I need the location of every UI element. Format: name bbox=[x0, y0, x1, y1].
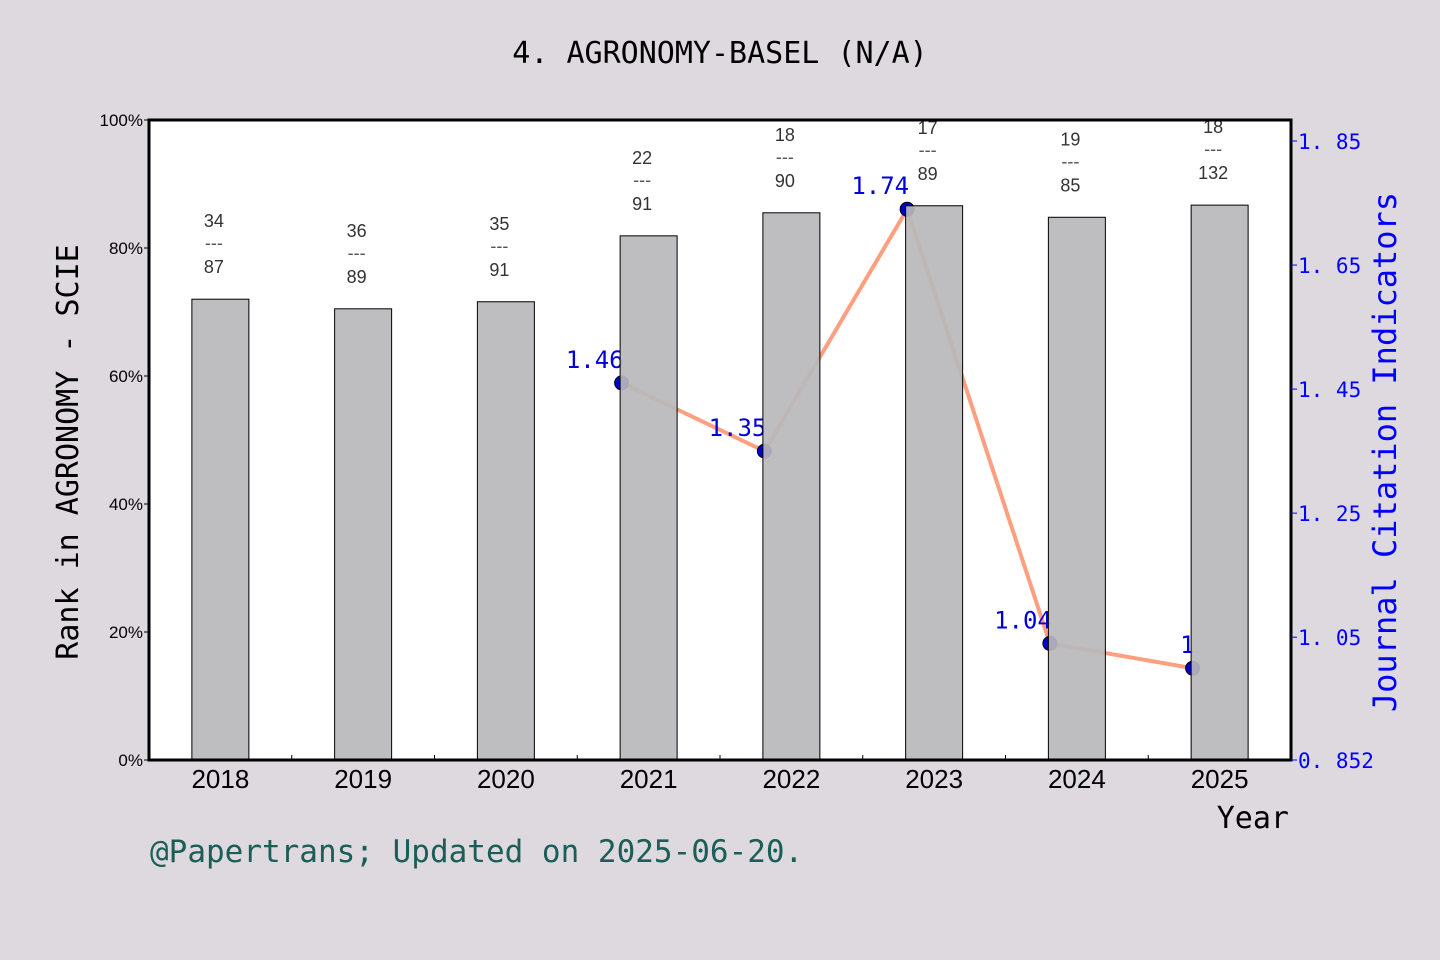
y-axis-label: Rank in AGRONOMY - SCIE bbox=[51, 244, 86, 659]
y2-tick-label: 1. 25 bbox=[1298, 502, 1361, 526]
jci-label: 1.74 bbox=[851, 172, 909, 200]
rank-divider: --- bbox=[490, 236, 508, 256]
x-tick-label: 2019 bbox=[334, 764, 392, 794]
y-tick-label: 100% bbox=[100, 111, 143, 130]
rank-divider: --- bbox=[205, 233, 223, 253]
rank-bar bbox=[334, 308, 393, 761]
rank-label: 34 bbox=[204, 211, 224, 231]
y2-tick-label: 0. 852 bbox=[1298, 749, 1374, 773]
rank-label: 22 bbox=[632, 148, 652, 168]
rank-bar bbox=[476, 301, 535, 761]
jci-label: 1.04 bbox=[994, 606, 1052, 634]
chart-title: 4. AGRONOMY-BASEL (N/A) bbox=[512, 36, 928, 71]
x-tick-label: 2020 bbox=[477, 764, 535, 794]
total-label: 90 bbox=[775, 171, 795, 191]
x-tick-label: 2018 bbox=[191, 764, 249, 794]
y-tick-label: 60% bbox=[109, 367, 143, 386]
plot-frame bbox=[147, 118, 1293, 762]
total-label: 89 bbox=[918, 164, 938, 184]
total-label: 132 bbox=[1198, 163, 1228, 183]
x-axis-label: Year bbox=[1217, 801, 1289, 836]
jci-label: 1.35 bbox=[709, 414, 767, 442]
rank-bar bbox=[1190, 204, 1249, 761]
rank-bar bbox=[905, 205, 964, 761]
y-tick-label: 0% bbox=[118, 751, 143, 770]
x-tick-label: 2023 bbox=[905, 764, 963, 794]
rank-label: 17 bbox=[918, 118, 938, 138]
total-label: 91 bbox=[632, 194, 652, 214]
total-label: 91 bbox=[489, 260, 509, 280]
rank-divider: --- bbox=[776, 147, 794, 167]
rank-bar bbox=[191, 298, 250, 761]
total-label: 89 bbox=[347, 267, 367, 287]
x-tick-label: 2021 bbox=[620, 764, 678, 794]
rank-label: 18 bbox=[775, 125, 795, 145]
y2-tick-label: 1. 45 bbox=[1298, 378, 1361, 402]
x-tick-label: 2022 bbox=[762, 764, 820, 794]
rank-label: 36 bbox=[347, 221, 367, 241]
y2-tick-label: 1. 65 bbox=[1298, 254, 1361, 278]
rank-divider: --- bbox=[1204, 139, 1222, 159]
rank-divider: --- bbox=[348, 243, 366, 263]
y2-tick-label: 1. 05 bbox=[1298, 626, 1361, 650]
rank-bar bbox=[762, 212, 821, 761]
y2-axis-label: Journal Citation Indicators bbox=[1366, 192, 1404, 712]
rank-divider: --- bbox=[633, 170, 651, 190]
y-tick-label: 80% bbox=[109, 239, 143, 258]
x-tick-label: 2025 bbox=[1191, 764, 1249, 794]
rank-bar bbox=[1047, 216, 1106, 761]
jci-label: 1.46 bbox=[566, 346, 624, 374]
rank-divider: --- bbox=[1061, 151, 1079, 171]
footer-credit: @Papertrans; Updated on 2025-06-20. bbox=[150, 834, 804, 870]
rank-bar bbox=[619, 235, 678, 761]
total-label: 85 bbox=[1060, 175, 1080, 195]
y2-tick-label: 1. 85 bbox=[1298, 130, 1361, 154]
rank-label: 19 bbox=[1060, 129, 1080, 149]
total-label: 87 bbox=[204, 257, 224, 277]
y-tick-label: 40% bbox=[109, 495, 143, 514]
rank-label: 18 bbox=[1203, 117, 1223, 137]
rank-label: 35 bbox=[489, 214, 509, 234]
rank-divider: --- bbox=[919, 140, 937, 160]
y-tick-label: 20% bbox=[109, 623, 143, 642]
x-tick-label: 2024 bbox=[1048, 764, 1106, 794]
